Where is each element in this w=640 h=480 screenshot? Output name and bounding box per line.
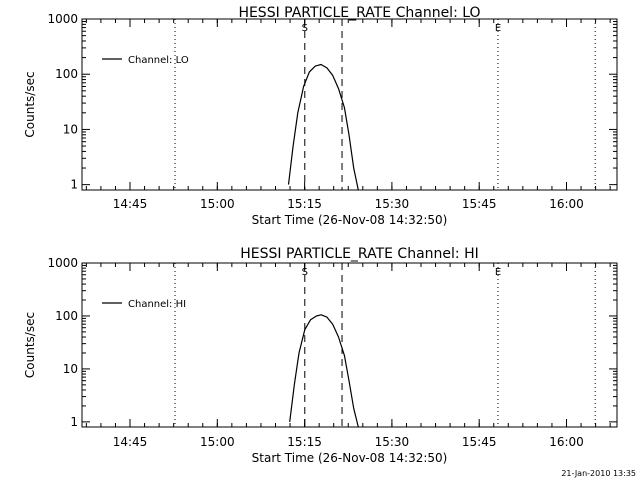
legend-entry: Channel: HI [128,299,186,310]
marker-label-s: S [302,267,308,278]
plot-timestamp: 21-Jan-2010 13:35 [561,469,636,478]
x-axis-label: Start Time (26-Nov-08 14:32:50) [252,213,448,227]
marker-label-s: S [302,23,308,34]
y-axis-label: Counts/sec [23,312,37,378]
x-tick-label-5: 15:45 [462,197,497,211]
x-tick-label-6: 16:00 [549,197,584,211]
x-tick-label-4: 15:30 [375,435,410,449]
y-tick-label-3: 100 [55,67,78,81]
plot-frame [81,18,618,191]
series-line-1 [289,314,359,428]
series-line-1 [287,63,359,191]
chart-title: HESSI PARTICLE_RATE Channel: LO [238,5,480,21]
lo-channel-panel: HESSI PARTICLE_RATE Channel: LO S E 14:45 15… [23,5,618,227]
x-axis-label: Start Time (26-Nov-08 14:32:50) [252,451,448,465]
y-tick-label-1: 1 [70,415,78,429]
marker-label-e: E [495,23,501,34]
marker-label-e: E [495,267,501,278]
y-tick-label-4: 1000 [47,12,78,26]
x-tick-label-2: 15:00 [200,197,235,211]
y-tick-label-2: 10 [63,122,78,136]
x-tick-label-6: 16:00 [549,435,584,449]
y-tick-label-4: 1000 [47,256,78,270]
x-tick-label-5: 15:45 [462,435,497,449]
chart-title: HESSI PARTICLE_RATE Channel: HI [240,246,478,262]
y-axis-label: Counts/sec [23,71,37,137]
hi-channel-panel: HESSI PARTICLE_RATE Channel: HI S E 14:45 15… [23,246,618,465]
x-tick-label-4: 15:30 [375,197,410,211]
x-tick-label-2: 15:00 [200,435,235,449]
y-tick-label-2: 10 [63,362,78,376]
x-tick-label-1: 14:45 [113,435,148,449]
y-tick-label-1: 1 [70,178,78,192]
x-tick-label-3: 15:15 [287,435,322,449]
x-tick-label-3: 15:15 [287,197,322,211]
x-tick-label-1: 14:45 [113,197,148,211]
plot-frame [81,262,618,428]
y-tick-label-3: 100 [55,309,78,323]
legend-entry: Channel: LO [128,55,189,66]
